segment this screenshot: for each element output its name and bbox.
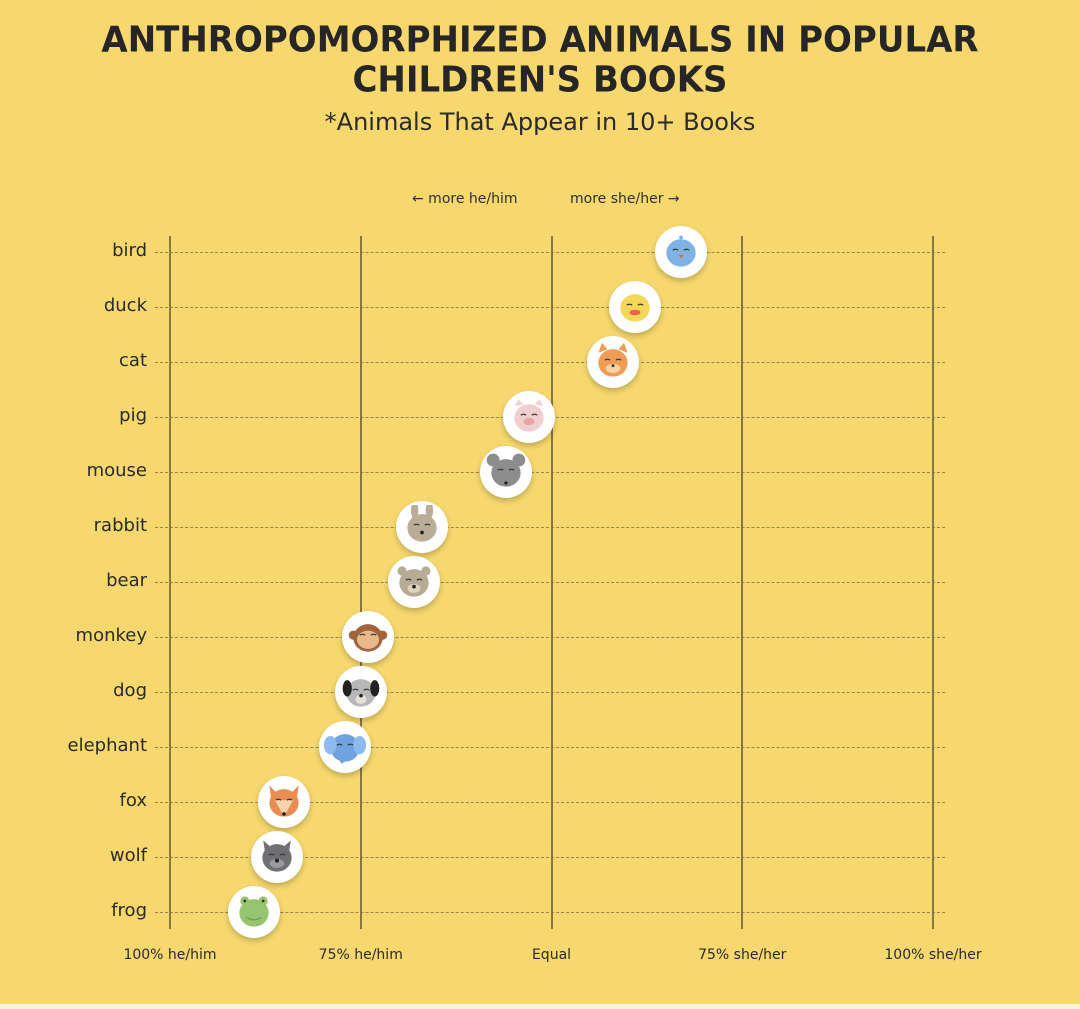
gridline-row-fox	[155, 802, 945, 803]
gridline-row-bird	[155, 252, 945, 253]
gridline-row-elephant	[155, 747, 945, 748]
pig-face-icon	[502, 391, 555, 443]
bird-face-icon	[655, 226, 708, 278]
gridline-x-75	[741, 236, 744, 929]
row-label-rabbit: rabbit	[93, 515, 147, 536]
duck-face-icon	[609, 281, 662, 333]
x-tick-label: 100% he/him	[123, 947, 217, 963]
monkey-face-icon	[342, 611, 395, 663]
row-label-bird: bird	[112, 240, 147, 261]
row-label-duck: duck	[103, 295, 147, 316]
gridline-row-bear	[155, 582, 945, 583]
gridline-x-25	[359, 236, 362, 929]
row-label-monkey: monkey	[75, 625, 147, 646]
gridline-row-rabbit	[155, 527, 945, 528]
bottom-border	[0, 1004, 1080, 1009]
elephant-face-icon	[319, 721, 372, 773]
frog-face-icon	[227, 886, 280, 938]
gridline-x-50	[550, 236, 553, 929]
row-label-wolf: wolf	[109, 845, 147, 866]
row-label-bear: bear	[106, 570, 147, 591]
gridline-row-frog	[155, 912, 945, 913]
gridline-row-wolf	[155, 857, 945, 858]
row-label-cat: cat	[119, 350, 147, 371]
rabbit-face-icon	[395, 501, 448, 553]
cat-face-icon	[586, 336, 639, 388]
gridline-row-monkey	[155, 637, 945, 638]
mouse-face-icon	[479, 446, 532, 498]
gridline-row-cat	[155, 362, 945, 363]
row-label-fox: fox	[119, 790, 147, 811]
fox-face-icon	[258, 776, 311, 828]
annotation-more-he-him: ← more he/him	[412, 191, 518, 207]
gridline-x-0	[169, 236, 171, 929]
gridline-row-dog	[155, 692, 945, 693]
annotation-more-she-her: more she/her →	[570, 191, 680, 207]
row-label-mouse: mouse	[86, 460, 147, 481]
chart-title-line-2: Children's Books	[352, 59, 728, 101]
x-tick-label: 75% she/her	[698, 947, 787, 963]
row-label-frog: frog	[111, 900, 147, 921]
chart-title-line-1: Anthropomorphized Animals in Popular	[101, 19, 979, 61]
x-tick-label: 100% she/her	[884, 947, 982, 963]
gridline-row-mouse	[155, 472, 945, 473]
x-tick-label: Equal	[531, 947, 572, 963]
gridline-row-duck	[155, 307, 945, 308]
gridline-x-100	[932, 236, 934, 929]
dog-face-icon	[334, 666, 387, 718]
x-tick-label: 75% he/him	[318, 947, 403, 963]
chart-subtitle: *Animals That Appear in 10+ Books	[324, 108, 756, 136]
wolf-face-icon	[250, 831, 303, 883]
row-label-pig: pig	[119, 405, 147, 426]
row-label-elephant: elephant	[67, 735, 147, 756]
bear-face-icon	[388, 556, 441, 608]
row-label-dog: dog	[113, 680, 147, 701]
